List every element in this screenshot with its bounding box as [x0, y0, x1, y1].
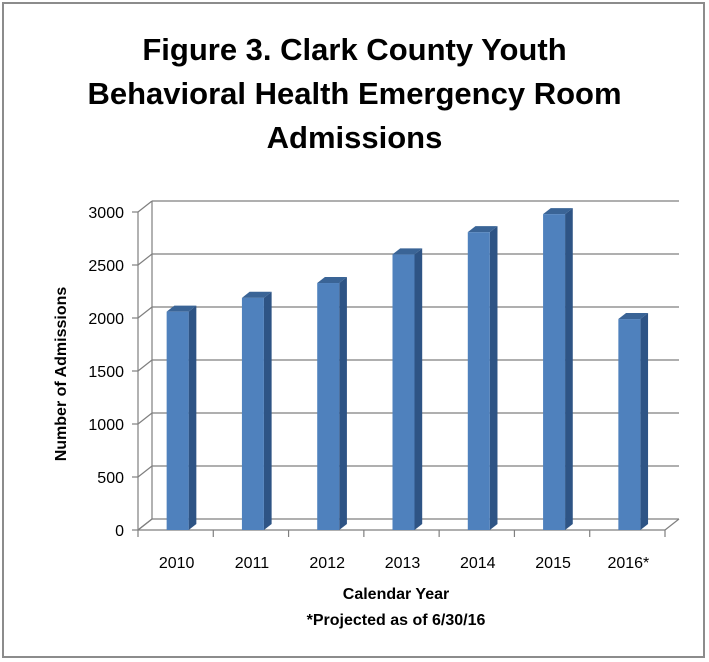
- bar-front: [241, 297, 264, 530]
- gridline-diag: [137, 412, 153, 425]
- gridline-diag: [137, 359, 153, 372]
- bar-top: [317, 276, 347, 284]
- y-tick-label: 500: [97, 470, 124, 487]
- bar-top: [467, 226, 498, 233]
- bar: [241, 291, 272, 530]
- bar-front: [392, 254, 415, 530]
- chart-title-line-3: Admissions: [266, 120, 443, 155]
- bar: [467, 226, 498, 530]
- y-tick-label: 1000: [88, 417, 124, 434]
- gridline-diag: [137, 200, 153, 213]
- bar-side: [640, 313, 649, 530]
- x-tick-label: 2016*: [607, 555, 649, 572]
- gridline-diag: [137, 465, 153, 478]
- x-tick-label: 2010: [159, 555, 195, 572]
- gridline-diag: [137, 253, 153, 266]
- gridline-diag: [137, 518, 153, 531]
- bar-top: [392, 248, 423, 255]
- y-tick-label: 2000: [88, 311, 124, 328]
- bar-front: [543, 214, 566, 530]
- x-tick-label: 2015: [535, 555, 571, 572]
- bar-top: [618, 313, 649, 320]
- bar: [317, 276, 347, 530]
- bar: [392, 248, 423, 530]
- y-tick-label: 1500: [88, 364, 124, 381]
- bar-front: [166, 311, 189, 530]
- gridline-diag: [137, 306, 153, 319]
- y-axis-title: Number of Admissions: [53, 287, 70, 462]
- bars-layer: [166, 208, 649, 530]
- x-tick-label: 2013: [385, 555, 421, 572]
- chart-title-line-1: Figure 3. Clark County Youth: [142, 32, 567, 67]
- bar: [166, 305, 197, 530]
- y-tick-labels: 0 500 1000 1500 2000 2500 3000: [88, 205, 124, 540]
- bar-front: [317, 283, 340, 530]
- bar-top: [166, 305, 197, 312]
- y-tick-label: 2500: [88, 258, 124, 275]
- chart-title: Figure 3. Clark County Youth Behavioral …: [0, 28, 709, 160]
- x-tick-labels: 2010 2011 2012 2013 2014 2015 2016*: [159, 555, 649, 572]
- x-tick-label: 2011: [235, 555, 270, 572]
- bar-side: [263, 291, 272, 530]
- x-tick-label: 2012: [309, 555, 345, 572]
- bar-top: [241, 291, 272, 298]
- x-tick-label: 2014: [460, 555, 496, 572]
- y-tick-label: 0: [115, 523, 124, 540]
- bar-side: [339, 276, 347, 530]
- bar-side: [565, 208, 573, 530]
- x-axis-title: Calendar Year: [343, 586, 449, 603]
- bar-front: [618, 319, 641, 530]
- bar-front: [467, 232, 490, 530]
- y-tick-label: 3000: [88, 205, 124, 222]
- bar-top: [543, 208, 573, 215]
- bar-side: [414, 248, 423, 530]
- bar: [543, 208, 573, 530]
- projection-note: *Projected as of 6/30/16: [307, 612, 486, 629]
- bar-side: [188, 305, 197, 530]
- bar-side: [489, 226, 498, 530]
- bar: [618, 313, 649, 530]
- chart-title-line-2: Behavioral Health Emergency Room: [87, 76, 622, 111]
